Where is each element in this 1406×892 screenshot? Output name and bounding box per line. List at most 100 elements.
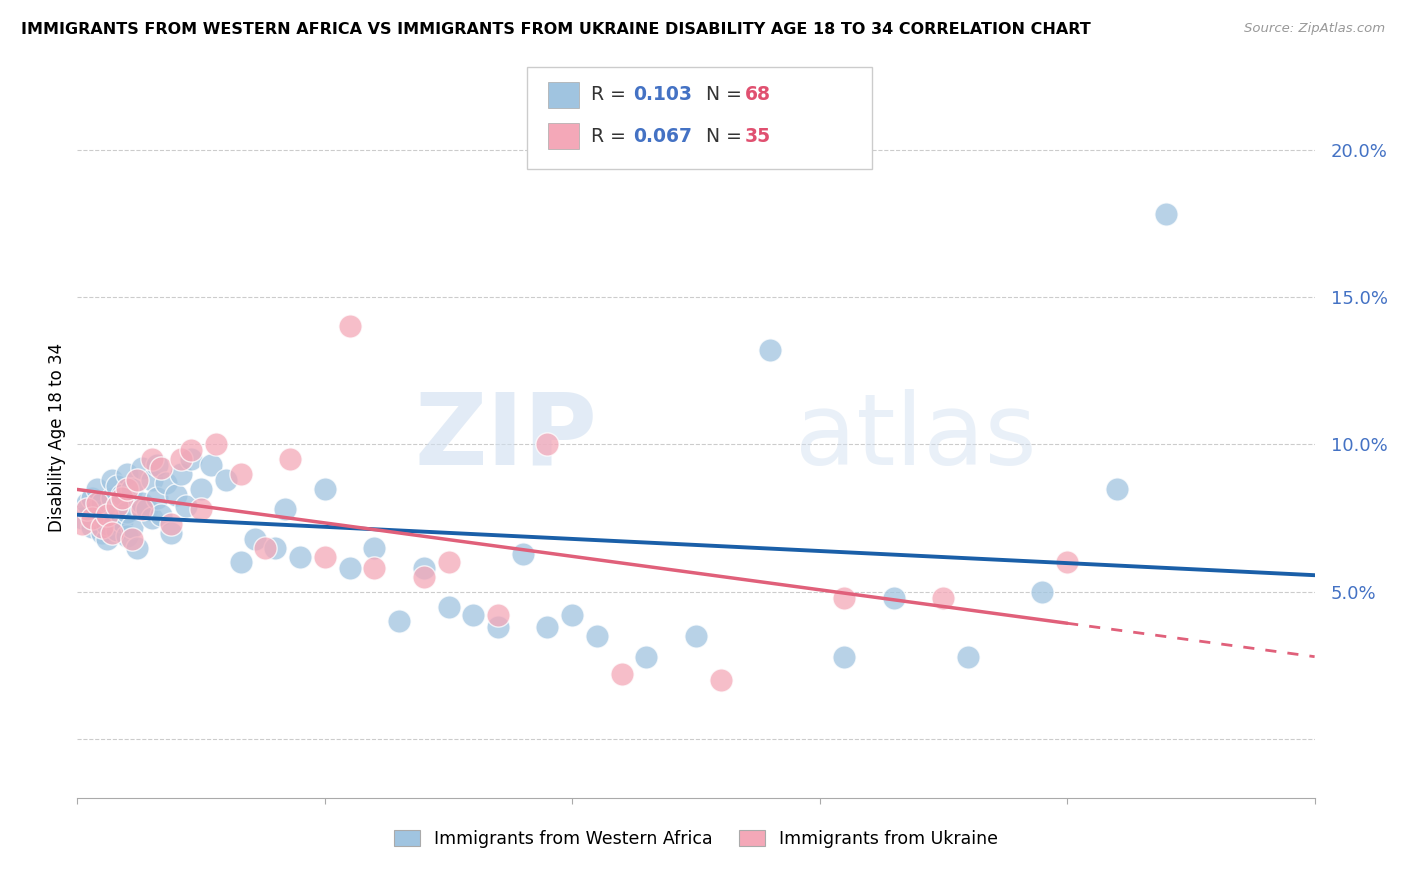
Point: [1031, 585, 1053, 599]
Point: [834, 591, 856, 605]
Text: IMMIGRANTS FROM WESTERN AFRICA VS IMMIGRANTS FROM UKRAINE DISABILITY AGE 18 TO 3: IMMIGRANTS FROM WESTERN AFRICA VS IMMIGR…: [21, 22, 1091, 37]
Point: [170, 467, 193, 481]
Point: [96, 508, 118, 523]
Point: [141, 473, 163, 487]
Point: [180, 443, 202, 458]
Point: [76, 496, 98, 510]
Point: [101, 511, 124, 525]
Point: [1105, 482, 1128, 496]
Point: [278, 452, 301, 467]
Point: [105, 500, 128, 514]
Point: [388, 615, 411, 629]
Point: [412, 570, 434, 584]
Point: [115, 529, 138, 543]
Point: [957, 649, 980, 664]
Point: [610, 667, 633, 681]
Point: [536, 620, 558, 634]
Point: [190, 502, 212, 516]
Point: [72, 511, 94, 525]
Point: [86, 482, 108, 496]
Text: 0.103: 0.103: [633, 86, 692, 104]
Point: [105, 479, 128, 493]
Point: [125, 473, 148, 487]
Point: [91, 525, 114, 540]
Point: [82, 520, 104, 534]
Point: [160, 517, 183, 532]
Text: R =: R =: [591, 127, 626, 145]
Point: [883, 591, 905, 605]
Point: [180, 452, 202, 467]
Point: [561, 608, 583, 623]
Point: [710, 673, 733, 688]
Point: [105, 523, 128, 537]
Point: [205, 437, 228, 451]
Point: [932, 591, 955, 605]
Point: [86, 502, 108, 516]
Text: N =: N =: [706, 86, 742, 104]
Point: [254, 541, 277, 555]
Point: [215, 473, 238, 487]
Point: [339, 561, 361, 575]
Point: [121, 532, 143, 546]
Point: [150, 508, 173, 523]
Point: [72, 517, 94, 532]
Point: [105, 500, 128, 514]
Point: [101, 525, 124, 540]
Point: [363, 561, 385, 575]
Point: [363, 541, 385, 555]
Point: [135, 502, 157, 516]
Point: [170, 452, 193, 467]
Point: [200, 458, 222, 472]
Point: [486, 620, 509, 634]
Point: [115, 482, 138, 496]
Point: [82, 491, 104, 505]
Point: [91, 520, 114, 534]
Text: 0.067: 0.067: [633, 127, 692, 145]
Point: [76, 502, 98, 516]
Point: [82, 511, 104, 525]
Point: [150, 461, 173, 475]
Point: [174, 500, 197, 514]
Point: [145, 458, 167, 472]
Point: [264, 541, 287, 555]
Point: [288, 549, 311, 564]
Point: [412, 561, 434, 575]
Point: [125, 541, 148, 555]
Point: [759, 343, 782, 357]
Point: [536, 437, 558, 451]
Point: [101, 491, 124, 505]
Point: [314, 549, 336, 564]
Point: [160, 525, 183, 540]
Point: [512, 547, 534, 561]
Point: [115, 505, 138, 519]
Point: [190, 482, 212, 496]
Text: R =: R =: [591, 86, 626, 104]
Point: [245, 532, 267, 546]
Point: [96, 517, 118, 532]
Text: 35: 35: [745, 127, 772, 145]
Point: [339, 319, 361, 334]
Point: [165, 487, 187, 501]
Point: [437, 556, 460, 570]
Point: [141, 511, 163, 525]
Text: N =: N =: [706, 127, 742, 145]
Point: [314, 482, 336, 496]
Point: [463, 608, 485, 623]
Point: [111, 514, 134, 528]
Point: [834, 649, 856, 664]
Point: [155, 475, 177, 490]
Point: [274, 502, 297, 516]
Point: [91, 508, 114, 523]
Point: [131, 502, 153, 516]
Point: [111, 487, 134, 501]
Point: [685, 629, 707, 643]
Point: [131, 496, 153, 510]
Legend: Immigrants from Western Africa, Immigrants from Ukraine: Immigrants from Western Africa, Immigran…: [387, 822, 1005, 855]
Point: [1154, 207, 1177, 221]
Point: [115, 467, 138, 481]
Text: Source: ZipAtlas.com: Source: ZipAtlas.com: [1244, 22, 1385, 36]
Point: [121, 482, 143, 496]
Point: [229, 467, 252, 481]
Point: [636, 649, 658, 664]
Point: [486, 608, 509, 623]
